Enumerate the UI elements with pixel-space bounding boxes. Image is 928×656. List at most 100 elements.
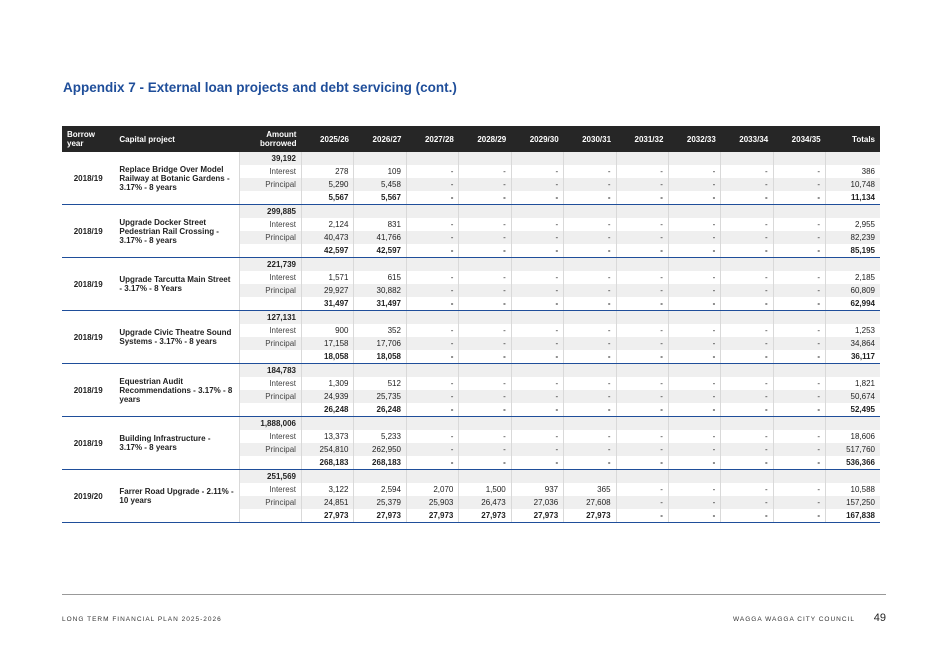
empty-cell — [772, 469, 826, 483]
table-row: Interest 2,124 831- - - - - - - -2,955 — [62, 218, 880, 231]
interest-value: - — [458, 324, 512, 337]
interest-value: - — [510, 324, 564, 337]
empty-cell — [510, 204, 564, 218]
interest-value: - — [563, 218, 617, 231]
empty-cell — [667, 469, 721, 483]
borrow-year: 2018/19 — [62, 204, 115, 258]
total-value: - — [615, 509, 669, 523]
empty-cell — [667, 152, 721, 165]
total-label-cell — [238, 509, 302, 523]
total-value: 5,567 — [353, 191, 407, 205]
principal-value: 10,748 — [825, 178, 880, 191]
interest-value: - — [510, 218, 564, 231]
interest-value: - — [667, 377, 721, 390]
empty-cell — [458, 204, 512, 218]
total-value: - — [720, 403, 774, 417]
empty-cell — [458, 310, 512, 324]
principal-value: 26,473 — [458, 496, 512, 509]
empty-cell — [458, 152, 512, 165]
empty-cell — [353, 363, 407, 377]
empty-cell — [563, 416, 617, 430]
table-row: 5,567 5,567- - - - - - - -11,134 — [62, 191, 880, 205]
total-value: - — [563, 403, 617, 417]
empty-cell — [405, 416, 459, 430]
interest-value: - — [563, 324, 617, 337]
principal-value: 27,608 — [563, 496, 617, 509]
empty-cell — [563, 363, 617, 377]
principal-value: 50,674 — [825, 390, 880, 403]
principal-value: - — [615, 337, 669, 350]
interest-value: - — [405, 430, 459, 443]
amount-borrowed: 1,888,006 — [238, 416, 302, 430]
empty-cell — [510, 310, 564, 324]
total-value: - — [615, 403, 669, 417]
total-value: 27,973 — [300, 509, 354, 523]
table-row: Interest 1,571 615- - - - - - - -2,185 — [62, 271, 880, 284]
principal-value: - — [563, 231, 617, 244]
total-value: - — [510, 403, 564, 417]
principal-label: Principal — [238, 390, 302, 403]
total-value: 36,117 — [825, 350, 880, 364]
principal-value: 517,760 — [825, 443, 880, 456]
empty-cell — [772, 257, 826, 271]
total-value: - — [772, 191, 826, 205]
table-row: Principal 5,290 5,458- - - - - - - -10,748 — [62, 178, 880, 191]
total-value: - — [772, 509, 826, 523]
interest-label: Interest — [238, 377, 302, 390]
column-header: 2029/30 — [511, 126, 564, 152]
column-header: 2025/26 — [301, 126, 354, 152]
principal-value: - — [458, 231, 512, 244]
interest-value: - — [772, 165, 826, 178]
interest-value: 615 — [353, 271, 407, 284]
page-number: 49 — [873, 612, 886, 624]
principal-value: - — [405, 443, 459, 456]
total-value: - — [615, 244, 669, 258]
empty-cell — [353, 257, 407, 271]
total-value: 27,973 — [405, 509, 459, 523]
total-value: - — [458, 191, 512, 205]
empty-cell — [825, 416, 880, 430]
column-header: 2027/28 — [406, 126, 459, 152]
capital-project: Upgrade Tarcutta Main Street - 3.17% - 8… — [114, 257, 240, 311]
column-header: 2026/27 — [353, 126, 407, 152]
column-header: 2034/35 — [773, 126, 826, 152]
interest-value: - — [458, 271, 512, 284]
total-value: - — [772, 244, 826, 258]
principal-value: - — [667, 337, 721, 350]
total-value: - — [667, 509, 721, 523]
interest-value: - — [405, 377, 459, 390]
empty-cell — [458, 257, 512, 271]
interest-value: 512 — [353, 377, 407, 390]
principal-value: - — [563, 178, 617, 191]
principal-value: - — [458, 390, 512, 403]
principal-value: - — [667, 496, 721, 509]
principal-value: 34,864 — [825, 337, 880, 350]
principal-value: 17,706 — [353, 337, 407, 350]
principal-value: - — [720, 337, 774, 350]
interest-value: - — [458, 430, 512, 443]
empty-cell — [300, 363, 354, 377]
total-value: - — [510, 191, 564, 205]
principal-value: 262,950 — [353, 443, 407, 456]
interest-value: - — [563, 271, 617, 284]
interest-value: - — [510, 165, 564, 178]
capital-project: Replace Bridge Over Model Railway at Bot… — [114, 152, 240, 205]
empty-cell — [458, 416, 512, 430]
total-value: 18,058 — [300, 350, 354, 364]
total-value: - — [720, 191, 774, 205]
empty-cell — [353, 416, 407, 430]
principal-value: 17,158 — [300, 337, 354, 350]
empty-cell — [300, 310, 354, 324]
interest-value: 2,124 — [300, 218, 354, 231]
principal-value: - — [667, 231, 721, 244]
amount-borrowed: 299,885 — [238, 204, 302, 218]
empty-cell — [825, 204, 880, 218]
principal-value: - — [667, 443, 721, 456]
principal-value: - — [563, 390, 617, 403]
total-value: 62,994 — [825, 297, 880, 311]
interest-label: Interest — [238, 324, 302, 337]
interest-label: Interest — [238, 430, 302, 443]
interest-value: 937 — [510, 483, 564, 496]
principal-value: 24,939 — [300, 390, 354, 403]
empty-cell — [405, 363, 459, 377]
